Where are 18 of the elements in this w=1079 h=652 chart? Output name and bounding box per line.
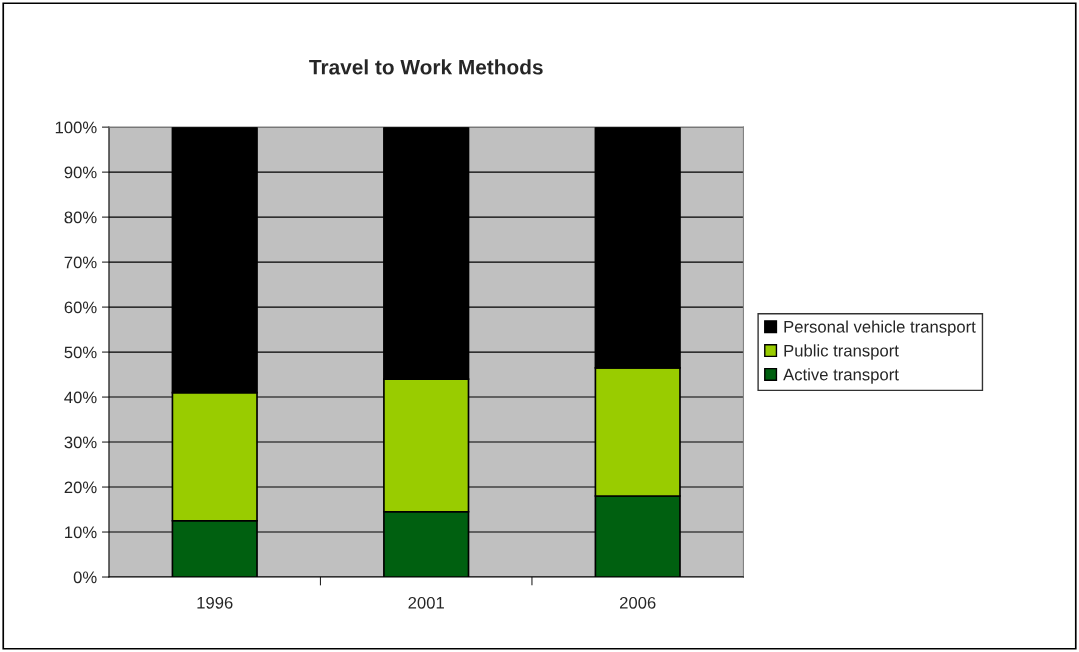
- y-tick-label: 80%: [64, 211, 97, 224]
- legend-label: Active transport: [783, 368, 899, 384]
- y-tick-label: 40%: [64, 391, 97, 404]
- legend-label: Public transport: [784, 344, 899, 360]
- y-tick-label: 20%: [64, 481, 97, 494]
- chart-title: Travel to Work Methods: [309, 59, 543, 75]
- y-tick-label: 90%: [64, 166, 97, 179]
- x-tick-label: 2006: [619, 596, 656, 609]
- x-tick-label: 1996: [197, 596, 233, 609]
- legend-label: Personal vehicle transport: [784, 320, 976, 336]
- y-tick-label: 0%: [73, 571, 97, 584]
- y-tick-label: 50%: [64, 346, 97, 359]
- y-tick-label: 100%: [55, 121, 97, 134]
- x-tick-label: 2001: [408, 596, 444, 609]
- y-tick-label: 70%: [64, 256, 97, 269]
- y-tick-label: 30%: [64, 436, 97, 449]
- y-tick-label: 60%: [64, 301, 97, 314]
- y-tick-label: 10%: [65, 526, 97, 539]
